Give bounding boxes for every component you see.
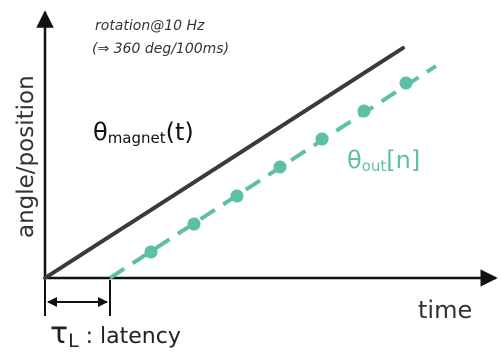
output-sample-point (357, 104, 371, 118)
output-sample-point (315, 132, 329, 146)
latency-subscript: L (68, 330, 79, 352)
magnet-subscript: magnet (108, 129, 166, 147)
magnet-label: θmagnet(t) (93, 118, 194, 147)
output-angle-line (108, 64, 438, 280)
magnet-angle-line (43, 46, 405, 280)
latency-label: τL : latency (50, 316, 181, 352)
x-axis-label: time (418, 296, 472, 324)
output-sample-point (187, 217, 201, 231)
output-sample-point (230, 189, 244, 203)
output-argument: [n] (386, 146, 420, 174)
rotation-annotation: rotation@10 Hz (95, 18, 205, 34)
output-sample-point (144, 245, 158, 259)
output-symbol: θ (347, 146, 362, 174)
y-axis-label: angle/position (13, 75, 39, 238)
rate-annotation: (⇒ 360 deg/100ms) (92, 41, 229, 57)
output-sample-point (399, 76, 413, 90)
output-subscript: out (362, 157, 387, 175)
output-sample-point (273, 160, 287, 174)
magnet-symbol: θ (93, 118, 108, 146)
output-label: θout[n] (347, 146, 420, 175)
magnet-argument: (t) (166, 118, 194, 146)
latency-symbol: τ (50, 316, 68, 351)
latency-text: : latency (79, 324, 181, 349)
